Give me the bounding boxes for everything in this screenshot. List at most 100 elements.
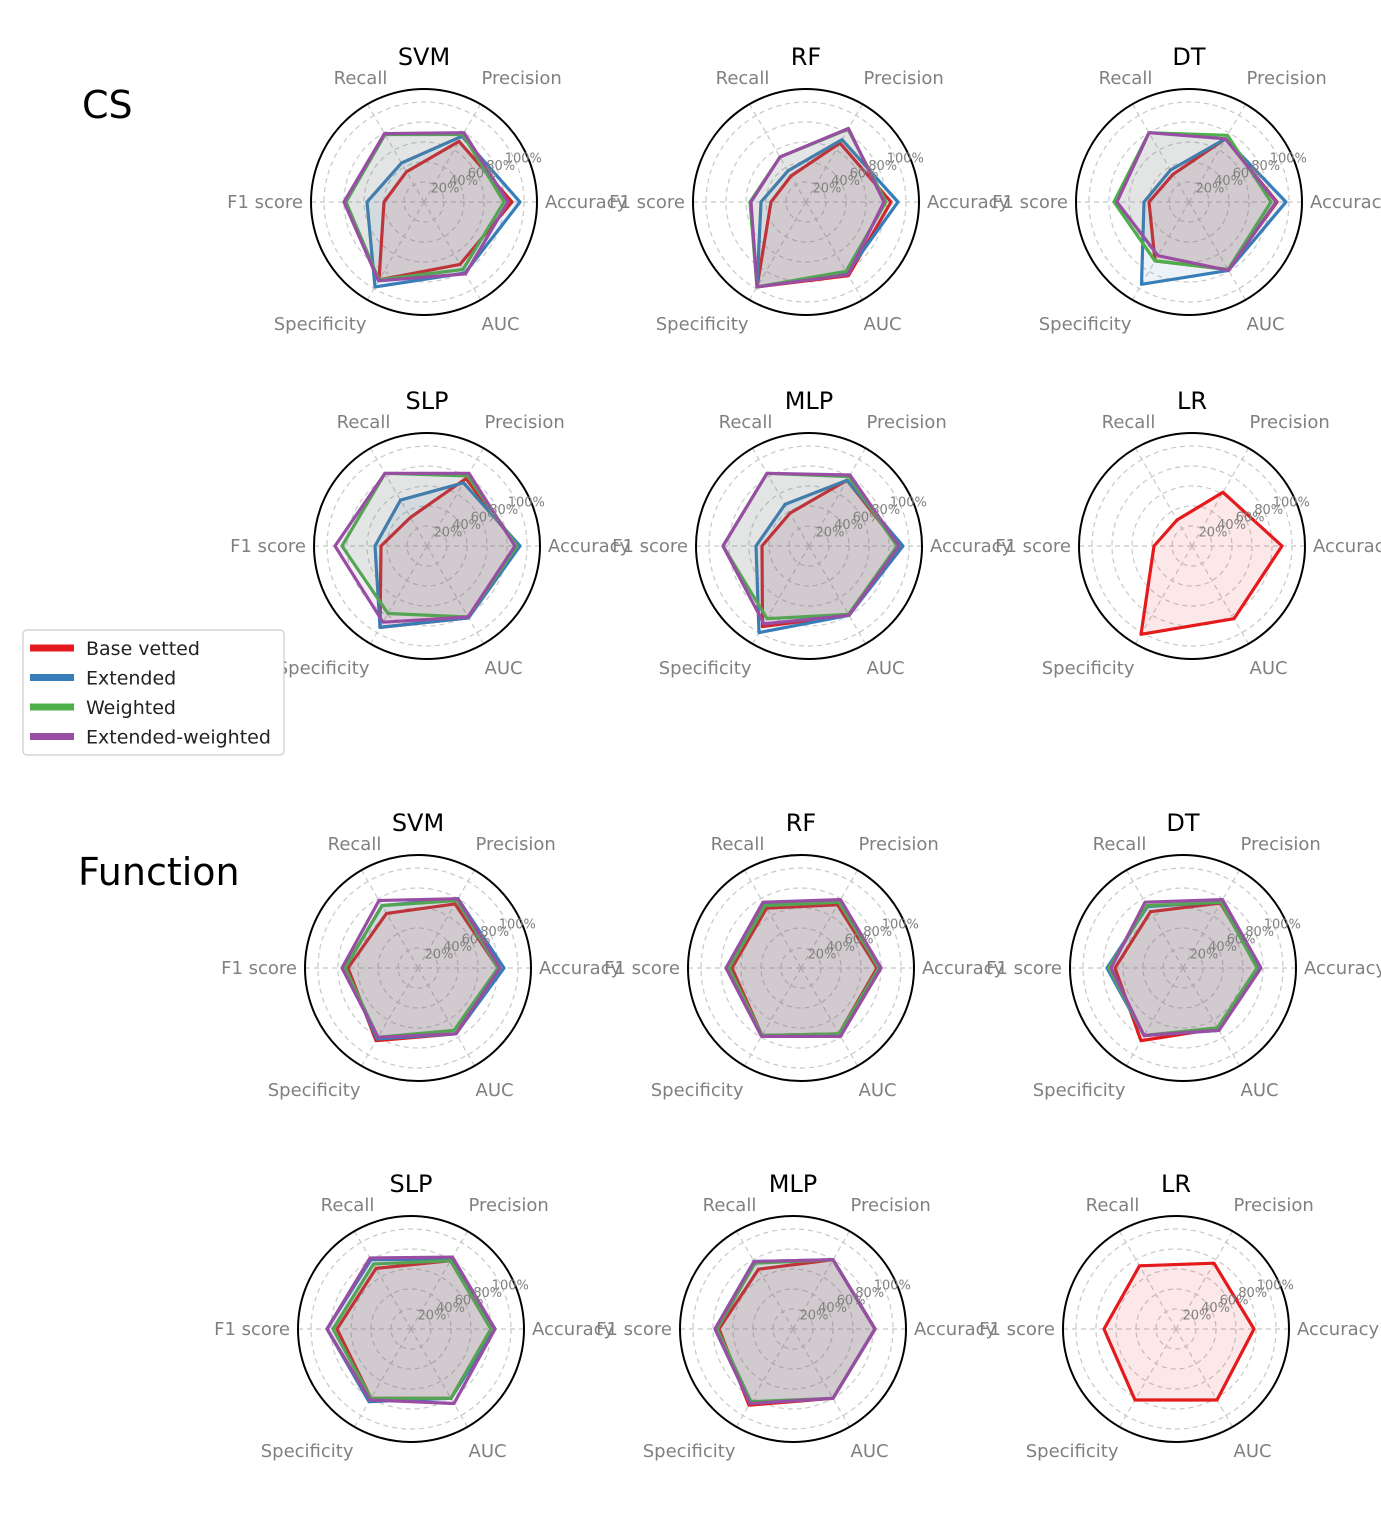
series-base-vetted (1139, 490, 1284, 636)
axis-label-recall: Recall (321, 1195, 375, 1216)
tick-label: 40% (1201, 1301, 1230, 1316)
axis-label-auc: AUC (476, 1080, 514, 1101)
chart-frame (1075, 88, 1303, 316)
axis-label-recall: Recall (1093, 834, 1147, 855)
axis-label-precision: Precision (476, 834, 556, 855)
axis-label-precision: Precision (1250, 412, 1330, 433)
grid-ring (1115, 1268, 1237, 1390)
grid-spoke (366, 103, 425, 203)
chart-title: SVM (392, 809, 444, 837)
tick-label: 40% (818, 1301, 847, 1316)
tick-label: 40% (452, 518, 481, 533)
series-extended-weighted (340, 897, 502, 1039)
axis-label-recall: Recall (337, 412, 391, 433)
grid-ring (728, 465, 890, 627)
chart-frame (1069, 854, 1297, 1082)
section-title-cs: CS (82, 83, 133, 127)
tick-label: 80% (1238, 1286, 1267, 1301)
tick-label: 80% (1251, 159, 1280, 174)
axis-label-precision: Precision (469, 1195, 549, 1216)
axis-label-f1-score: F1 score (230, 536, 306, 557)
series-weighted (343, 898, 500, 1039)
grid-spoke (1134, 545, 1193, 645)
chart-title: DT (1166, 809, 1199, 837)
axis-label-accuracy: Accuracy (548, 536, 631, 557)
tick-label: 60% (837, 1294, 866, 1309)
tick-label: 100% (887, 152, 924, 167)
tick-label: 80% (486, 159, 515, 174)
legend-box (22, 629, 285, 756)
chart-title: MLP (785, 387, 834, 415)
axis-label-f1-score: F1 score (609, 192, 685, 213)
grid-ring (1095, 1248, 1257, 1410)
tick-label: 20% (813, 182, 842, 197)
series-weighted (1107, 900, 1259, 1038)
axis-label-accuracy: Accuracy (539, 958, 622, 979)
axis-label-accuracy: Accuracy (532, 1319, 615, 1340)
grid-spoke (808, 447, 867, 547)
axis-label-specificity: Specificity (656, 314, 749, 335)
grid-spoke (423, 103, 482, 203)
grid-spoke (410, 1230, 469, 1330)
axis-label-recall: Recall (1099, 68, 1153, 89)
grid-spoke (426, 447, 485, 547)
axis-label-specificity: Specificity (268, 1080, 361, 1101)
grid-spoke (743, 869, 802, 969)
chart-frame (304, 854, 532, 1082)
series-extended-weighted (749, 126, 886, 289)
tick-label: 20% (1190, 948, 1219, 963)
radar-chart-function-slp: 20%40%60%80%100% Accuracy Precision Recall F… (214, 1170, 614, 1462)
axis-label-auc: AUC (867, 658, 905, 679)
axis-label-accuracy: Accuracy (922, 958, 1005, 979)
tick-label: 40% (834, 518, 863, 533)
section-title-function: Function (78, 850, 240, 894)
tick-label: 80% (855, 1286, 884, 1301)
radar-chart-function-svm: 20%40%60%80%100% Accuracy Precision Recall F… (221, 809, 621, 1101)
series-extended-weighted (724, 897, 883, 1039)
grid-ring (363, 141, 485, 263)
tick-label: 100% (508, 496, 545, 511)
axis-label-precision: Precision (1247, 68, 1327, 89)
tick-label: 20% (800, 1309, 829, 1324)
tick-label: 100% (505, 152, 542, 167)
grid-spoke (748, 103, 807, 203)
axis-label-recall: Recall (703, 1195, 757, 1216)
tick-label: 20% (808, 948, 837, 963)
axis-label-auc: AUC (482, 314, 520, 335)
grid-ring (366, 485, 488, 607)
radar-chart-function-dt: 20%40%60%80%100% Accuracy Precision Recall F… (986, 809, 1381, 1101)
tick-label: 80% (473, 1286, 502, 1301)
series-extended-weighted (713, 1258, 877, 1406)
axis-label-f1-score: F1 score (992, 192, 1068, 213)
grid-spoke (735, 1328, 794, 1428)
axis-label-specificity: Specificity (651, 1080, 744, 1101)
tick-label: 100% (1257, 1279, 1294, 1294)
series-weighted (331, 1258, 493, 1400)
axis-label-precision: Precision (482, 68, 562, 89)
grid-ring (712, 1248, 874, 1410)
tick-label: 20% (434, 526, 463, 541)
tick-label: 60% (1233, 167, 1262, 182)
axis-label-auc: AUC (864, 314, 902, 335)
axis-label-precision: Precision (485, 412, 565, 433)
tick-label: 80% (489, 503, 518, 518)
chart-title: RF (786, 809, 816, 837)
chart-title: SLP (405, 387, 448, 415)
tick-label: 80% (480, 925, 509, 940)
grid-spoke (410, 1328, 469, 1428)
tick-label: 20% (418, 1309, 447, 1324)
axis-label-f1-score: F1 score (986, 958, 1062, 979)
grid-spoke (1182, 967, 1241, 1067)
chart-frame (692, 88, 920, 316)
grid-spoke (353, 1230, 412, 1330)
grid-spoke (1134, 447, 1193, 547)
radar-charts: 20%40%60%80%100%AccuracyPrecisionRecallF… (214, 43, 1381, 1462)
chart-title: SLP (389, 1170, 432, 1198)
grid-spoke (423, 201, 482, 301)
grid-spoke (1175, 1230, 1234, 1330)
tick-label: 40% (1214, 174, 1243, 189)
tick-label: 80% (868, 159, 897, 174)
tick-label: 100% (874, 1279, 911, 1294)
tick-label: 100% (492, 1279, 529, 1294)
series-extended-weighted (1115, 131, 1278, 272)
